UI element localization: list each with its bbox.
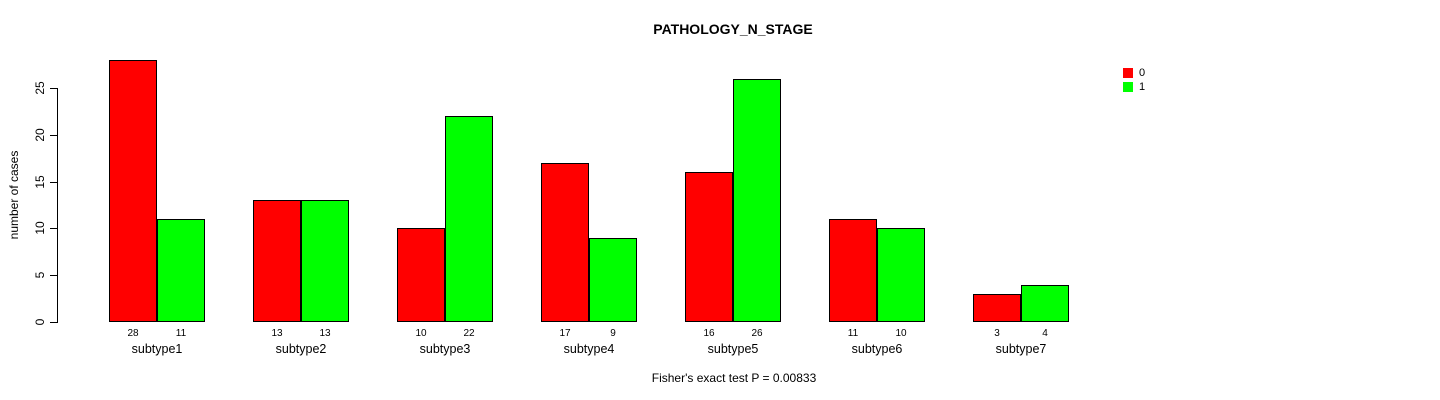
legend-item-0: 0 <box>1123 66 1145 80</box>
y-tick-label-5: 5 <box>33 271 47 279</box>
y-tick-label-10: 10 <box>33 221 47 236</box>
y-tick-15 <box>50 181 57 183</box>
category-label-subtype7: subtype7 <box>995 342 1047 356</box>
legend-swatch-red <box>1123 68 1133 78</box>
bar-subtype3-series-1 <box>445 116 493 322</box>
y-tick-20 <box>50 134 57 136</box>
bar-subtype2-series-0 <box>253 200 301 322</box>
count-label-subtype1-series-0: 28 <box>127 328 139 339</box>
category-label-subtype3: subtype3 <box>419 342 471 356</box>
legend-label-0: 0 <box>1139 66 1146 79</box>
bar-subtype1-series-0 <box>109 60 157 322</box>
bar-subtype5-series-0 <box>685 172 733 322</box>
y-tick-label-15: 15 <box>33 174 47 189</box>
bar-subtype3-series-0 <box>397 228 445 322</box>
count-label-subtype2-series-0: 13 <box>271 328 283 339</box>
bar-subtype1-series-1 <box>157 219 205 322</box>
count-label-subtype7-series-0: 3 <box>994 328 1000 339</box>
y-axis-line <box>57 88 58 323</box>
count-label-subtype6-series-1: 10 <box>895 328 907 339</box>
bar-subtype6-series-1 <box>877 228 925 322</box>
count-label-subtype2-series-1: 13 <box>319 328 331 339</box>
y-axis-label: number of cases <box>7 150 21 240</box>
y-tick-10 <box>50 228 57 230</box>
count-label-subtype3-series-0: 10 <box>415 328 427 339</box>
bar-subtype7-series-1 <box>1021 284 1069 322</box>
category-label-subtype6: subtype6 <box>851 342 903 356</box>
category-label-subtype2: subtype2 <box>275 342 327 356</box>
y-tick-5 <box>50 275 57 277</box>
stat-caption: Fisher's exact test P = 0.00833 <box>651 371 817 385</box>
count-label-subtype5-series-0: 16 <box>703 328 715 339</box>
y-tick-25 <box>50 88 57 90</box>
bar-subtype7-series-0 <box>973 293 1021 322</box>
legend-item-1: 1 <box>1123 80 1145 94</box>
count-label-subtype5-series-1: 26 <box>751 328 763 339</box>
legend: 0 1 <box>1123 66 1145 94</box>
bar-subtype6-series-0 <box>829 219 877 322</box>
bar-subtype2-series-1 <box>301 200 349 322</box>
y-tick-label-0: 0 <box>33 318 47 326</box>
legend-label-1: 1 <box>1139 80 1146 93</box>
y-tick-label-25: 25 <box>33 81 47 95</box>
count-label-subtype6-series-0: 11 <box>847 328 859 339</box>
category-label-subtype4: subtype4 <box>563 342 615 356</box>
count-label-subtype3-series-1: 22 <box>463 328 475 339</box>
chart-title: PATHOLOGY_N_STAGE <box>653 21 813 37</box>
y-tick-0 <box>50 322 57 323</box>
category-label-subtype5: subtype5 <box>707 342 759 356</box>
legend-swatch-green <box>1123 82 1133 92</box>
category-label-subtype1: subtype1 <box>131 342 183 356</box>
bar-subtype5-series-1 <box>733 78 781 322</box>
count-label-subtype4-series-1: 9 <box>610 328 616 339</box>
count-label-subtype1-series-1: 11 <box>175 328 187 339</box>
y-tick-label-20: 20 <box>33 128 47 142</box>
bar-subtype4-series-1 <box>589 237 637 322</box>
count-label-subtype7-series-1: 4 <box>1042 328 1048 339</box>
bar-subtype4-series-0 <box>541 162 589 322</box>
count-label-subtype4-series-0: 17 <box>559 328 571 339</box>
